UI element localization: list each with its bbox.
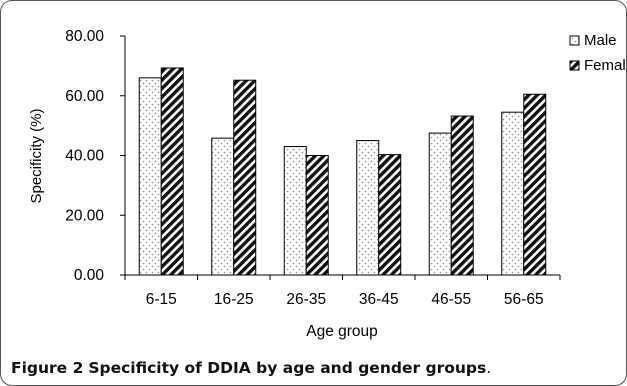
bar-male-46-55 (428, 132, 452, 276)
bar-female-26-35 (305, 155, 329, 276)
bar-female-16-25 (233, 79, 257, 276)
legend-label-female: Female (584, 57, 626, 74)
x-tick-label: 26-35 (286, 291, 326, 308)
legend: Male Female (569, 32, 626, 74)
figure-label: Figure 2 (11, 359, 84, 377)
figure-caption-end: . (486, 359, 492, 377)
figure-title: Specificity of DDIA by age and gender gr… (88, 359, 487, 377)
bar-chart: 0.00 20.00 40.00 60.00 80.00 6-15 16-25 26-35 36… (28, 28, 626, 340)
bar-female-46-55 (450, 115, 474, 276)
x-tick-label: 56-65 (504, 291, 544, 308)
legend-swatch-male (569, 35, 580, 46)
bar-male-36-45 (356, 140, 380, 276)
legend-label-male: Male (584, 32, 617, 49)
x-tick-label: 16-25 (214, 291, 254, 308)
bar-male-56-65 (501, 111, 525, 276)
y-tick-label: 20.00 (65, 207, 104, 224)
x-tick-label: 36-45 (359, 291, 399, 308)
y-tick-label: 80.00 (65, 28, 104, 45)
axes: 0.00 20.00 40.00 60.00 80.00 6-15 16-25 26-35 36… (65, 28, 561, 308)
x-tick-label: 46-55 (431, 291, 471, 308)
figure-caption: Figure 2 Specificity of DDIA by age and … (11, 359, 491, 377)
bar-female-56-65 (523, 93, 547, 276)
bar-male-26-35 (283, 146, 307, 276)
bar-male-16-25 (211, 137, 235, 276)
y-tick-label: 0.00 (74, 267, 105, 284)
y-axis-label: Specificity (%) (28, 108, 45, 203)
bars (138, 67, 547, 276)
bar-male-6-15 (138, 77, 162, 276)
legend-swatch-female (569, 60, 580, 71)
y-tick-label: 40.00 (65, 148, 104, 165)
x-tick-label: 6-15 (146, 291, 177, 308)
bar-female-6-15 (160, 67, 184, 276)
x-axis-label: Age group (306, 323, 378, 340)
bar-female-36-45 (378, 154, 402, 276)
y-tick-label: 60.00 (65, 88, 104, 105)
